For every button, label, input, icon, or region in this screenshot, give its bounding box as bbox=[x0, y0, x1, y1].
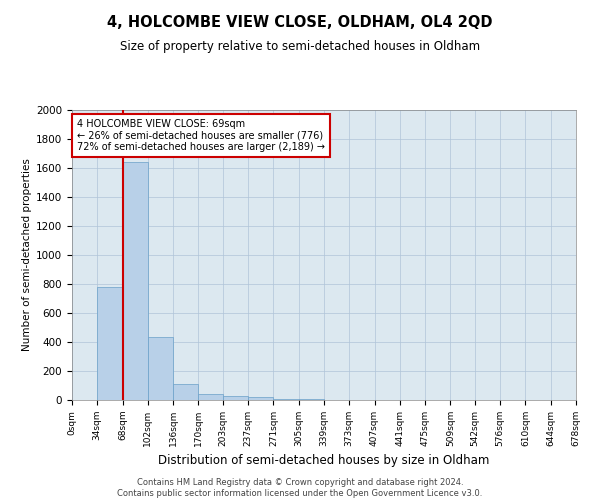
Bar bbox=[274, 398, 299, 400]
Bar bbox=[223, 396, 248, 400]
Text: Size of property relative to semi-detached houses in Oldham: Size of property relative to semi-detach… bbox=[120, 40, 480, 53]
Bar bbox=[97, 288, 122, 400]
Bar bbox=[173, 384, 199, 400]
Text: Contains HM Land Registry data © Crown copyright and database right 2024.
Contai: Contains HM Land Registry data © Crown c… bbox=[118, 478, 482, 498]
Bar bbox=[199, 394, 223, 400]
Y-axis label: Number of semi-detached properties: Number of semi-detached properties bbox=[22, 158, 32, 352]
Text: 4, HOLCOMBE VIEW CLOSE, OLDHAM, OL4 2QD: 4, HOLCOMBE VIEW CLOSE, OLDHAM, OL4 2QD bbox=[107, 15, 493, 30]
Bar bbox=[122, 162, 148, 400]
X-axis label: Distribution of semi-detached houses by size in Oldham: Distribution of semi-detached houses by … bbox=[158, 454, 490, 468]
Bar bbox=[248, 397, 274, 400]
Bar bbox=[148, 336, 173, 400]
Text: 4 HOLCOMBE VIEW CLOSE: 69sqm
← 26% of semi-detached houses are smaller (776)
72%: 4 HOLCOMBE VIEW CLOSE: 69sqm ← 26% of se… bbox=[77, 118, 325, 152]
